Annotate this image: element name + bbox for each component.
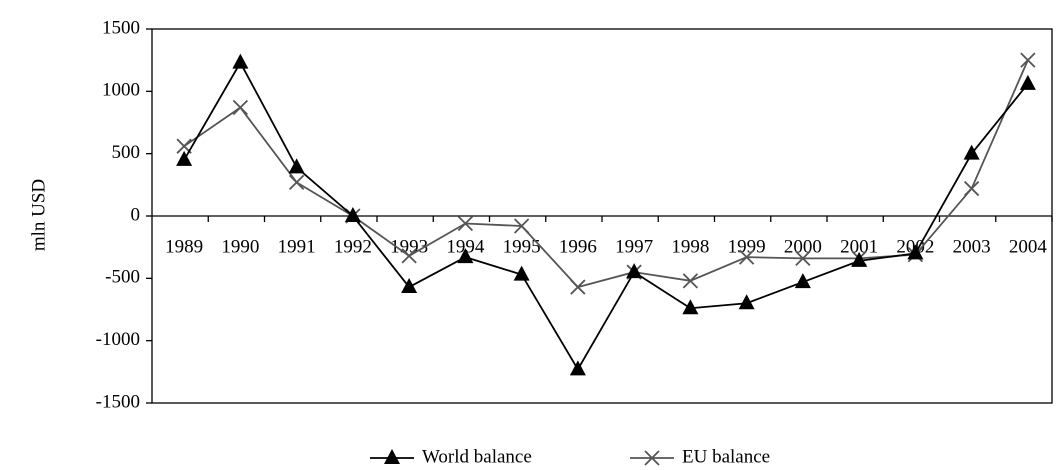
marker	[232, 99, 249, 116]
x-tick-label: 2003	[953, 236, 991, 257]
x-tick-label: 1995	[503, 236, 541, 257]
legend-label: EU balance	[682, 446, 770, 467]
marker	[1019, 74, 1036, 90]
x-tick-label: 1999	[728, 236, 766, 257]
x-tick-label: 1990	[221, 236, 259, 257]
x-tick-label: 1996	[559, 236, 597, 257]
marker	[1020, 52, 1036, 68]
y-tick-label: 1500	[102, 17, 140, 38]
marker	[513, 218, 530, 234]
x-tick-label: 1991	[278, 236, 316, 257]
y-tick-label: -1000	[96, 329, 140, 350]
marker	[644, 450, 660, 466]
marker	[457, 215, 474, 232]
marker	[963, 180, 980, 197]
marker	[795, 250, 811, 267]
marker	[457, 248, 474, 264]
marker	[176, 150, 193, 166]
x-tick-label: 1993	[390, 236, 428, 257]
marker	[384, 449, 400, 464]
marker	[738, 249, 755, 265]
marker	[288, 158, 305, 174]
marker	[963, 144, 980, 160]
marker	[570, 279, 586, 295]
x-tick-label: 2000	[784, 236, 822, 257]
x-tick-label: 1989	[165, 236, 203, 257]
x-tick-label: 2001	[840, 236, 878, 257]
y-axis-label: mln USD	[28, 179, 49, 251]
marker	[851, 251, 868, 267]
y-tick-label: 500	[112, 142, 141, 163]
marker	[569, 360, 586, 376]
marker	[682, 273, 699, 289]
y-tick-label: -1500	[96, 391, 140, 412]
x-tick-label: 1992	[334, 236, 372, 257]
marker	[794, 273, 811, 289]
marker	[232, 53, 249, 69]
x-tick-label: 1997	[615, 236, 653, 257]
legend-item: World balance	[370, 446, 532, 467]
y-tick-label: -500	[105, 267, 140, 288]
legend-label: World balance	[422, 446, 532, 467]
marker	[682, 299, 699, 315]
y-tick-label: 0	[131, 204, 141, 225]
x-tick-label: 2004	[1009, 236, 1048, 257]
y-tick-label: 1000	[102, 80, 140, 101]
marker	[401, 248, 417, 264]
legend-item: EU balance	[630, 446, 770, 467]
marker	[626, 263, 643, 279]
series-line	[183, 60, 1029, 372]
marker	[907, 244, 924, 260]
marker	[738, 294, 755, 310]
marker	[344, 207, 361, 222]
marker	[288, 174, 305, 190]
x-tick-label: 1998	[671, 236, 709, 257]
x-tick-label: 1994	[446, 236, 485, 257]
marker	[401, 278, 418, 294]
marker	[513, 265, 530, 281]
